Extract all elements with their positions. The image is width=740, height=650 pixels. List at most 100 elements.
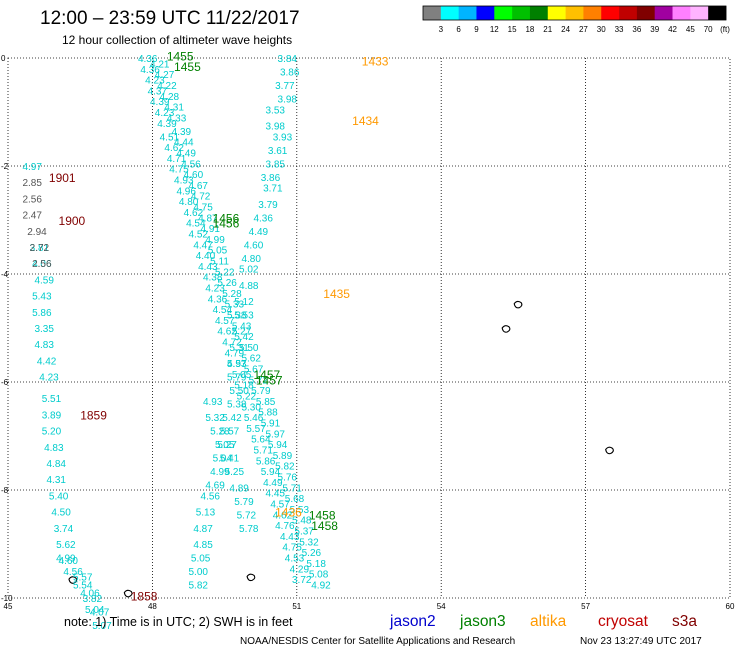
wave-height-label: 4.23	[205, 284, 225, 295]
x-axis-ticks: 45 48 51 54 57 60	[4, 602, 735, 611]
wave-height-label: 4.36	[253, 213, 273, 224]
pass-time-label: 1456	[213, 217, 240, 231]
wave-height-label: 4.49	[263, 478, 283, 489]
x-tick-label: 51	[292, 602, 301, 611]
y-tick-label: -6	[1, 378, 9, 387]
pass-time-label: 1457	[253, 368, 280, 382]
wave-height-label: 4.56	[201, 491, 221, 502]
wave-height-label: 5.05	[208, 246, 228, 257]
wave-height-label: 5.32	[205, 413, 225, 424]
wave-height-label: 4.93	[227, 359, 247, 370]
pass-time-label: 1858	[131, 589, 158, 603]
wave-height-label: 4.45	[266, 489, 286, 500]
wave-height-label: 4.53	[285, 554, 305, 565]
wave-height-label: 4.06	[32, 259, 52, 270]
wave-height-label: 4.92	[311, 581, 331, 592]
wave-height-label: 4.22	[157, 81, 177, 92]
pass-time-label: 1436	[275, 506, 302, 520]
wave-height-label: 4.33	[167, 113, 187, 124]
colorbar-swatch	[476, 6, 495, 20]
wave-height-label: 4.31	[164, 103, 184, 114]
wave-height-label: 5.79	[251, 386, 271, 397]
colorbar-swatch	[547, 6, 566, 20]
island-outline	[513, 300, 523, 309]
wave-height-label: 4.44	[174, 138, 194, 149]
wave-height-label: 5.50	[229, 386, 249, 397]
colorbar-label: 42	[668, 25, 677, 34]
wave-height-label: 3.86	[261, 173, 281, 184]
wave-height-label: 4.88	[239, 281, 259, 292]
wave-height-label: 5.08	[309, 570, 329, 581]
colorbar-label: 15	[508, 25, 517, 34]
wave-height-label: 4.56	[63, 567, 83, 578]
wave-height-label: 5.50	[239, 343, 259, 354]
wave-height-label: 3.93	[273, 132, 293, 143]
colorbar-swatch	[494, 6, 513, 20]
wave-height-label: 3.61	[268, 146, 288, 157]
y-tick-label: 0	[1, 54, 6, 63]
wave-height-observations: 3.843.863.773.983.533.983.933.613.853.86…	[22, 54, 331, 632]
wave-height-label: 5.79	[227, 373, 247, 384]
wave-height-label: 4.99	[210, 467, 230, 478]
pass-time-label: 1455	[174, 60, 201, 74]
wave-height-label: 5.38	[227, 311, 247, 322]
wave-height-label: 2.72	[30, 243, 50, 254]
wave-height-label: 5.37	[294, 527, 314, 538]
wave-height-label: 5.20	[42, 427, 62, 438]
x-tick-label: 48	[148, 602, 157, 611]
wave-height-label: 5.25	[225, 467, 245, 478]
wave-height-label: 4.47	[193, 240, 213, 251]
wave-height-label: 5.22	[215, 267, 235, 278]
wave-height-label: 5.33	[225, 300, 245, 311]
wave-height-label: 5.26	[217, 278, 237, 289]
wave-height-label: 5.46	[244, 413, 264, 424]
wave-height-label: 5.72	[249, 375, 269, 386]
wave-height-label: 4.67	[189, 181, 209, 192]
wave-height-label: 4.80	[241, 254, 261, 265]
wave-height-label: 4.84	[47, 459, 67, 470]
pass-time-label: 1458	[309, 508, 336, 522]
wave-height-label: 5.31	[229, 343, 249, 354]
wave-height-label: 4.97	[22, 162, 42, 173]
wave-height-label: 5.05	[191, 554, 211, 565]
wave-height-label: 4.37	[148, 86, 168, 97]
wave-height-label: 4.49	[176, 149, 196, 160]
wave-height-label: 5.05	[232, 370, 252, 381]
wave-height-label: 5.57	[220, 427, 240, 438]
wave-height-label: 5.43	[232, 321, 252, 332]
wave-height-label: 5.71	[282, 483, 302, 494]
wave-height-label: 4.62	[184, 208, 204, 219]
colorbar-swatch	[458, 6, 477, 20]
wave-height-label: 4.87	[193, 524, 213, 535]
pass-time-label: 1435	[323, 287, 350, 301]
wave-height-label: 4.29	[290, 564, 310, 575]
y-tick-label: -4	[1, 270, 9, 279]
wave-height-label: 4.39	[157, 119, 177, 130]
wave-height-label: 3.89	[42, 410, 62, 421]
wave-height-label: 5.41	[220, 454, 240, 465]
y-tick-label: -2	[1, 162, 9, 171]
wave-height-label: 4.75	[282, 543, 302, 554]
colorbar-label: 9	[474, 25, 479, 34]
wave-height-label: 5.67	[244, 365, 264, 376]
wave-height-label: 4.31	[47, 475, 67, 486]
x-tick-label: 45	[4, 602, 13, 611]
wave-height-label: 4.39	[172, 127, 192, 138]
wave-height-label: 4.75	[193, 203, 213, 214]
satellite-legend: jason2 jason3 altika cryosat s3a	[389, 613, 697, 630]
wave-height-label: 4.59	[34, 275, 54, 286]
wave-height-label: 5.91	[261, 419, 281, 430]
wave-height-label: 4.87	[198, 213, 218, 224]
wave-height-label: 5.94	[261, 467, 281, 478]
wave-height-label: 5.53	[290, 505, 310, 516]
wave-height-label: 4.91	[201, 224, 221, 235]
satellite-legend-cryosat: cryosat	[598, 613, 649, 630]
colorbar-swatch	[672, 6, 691, 20]
wave-height-label: 5.40	[49, 491, 69, 502]
wave-height-label: 5.32	[299, 537, 319, 548]
chart-subtitle: 12 hour collection of altimeter wave hei…	[62, 33, 292, 47]
x-tick-label: 54	[437, 602, 446, 611]
wave-height-label: 5.04	[85, 605, 105, 616]
wave-height-label: 4.38	[203, 273, 223, 284]
